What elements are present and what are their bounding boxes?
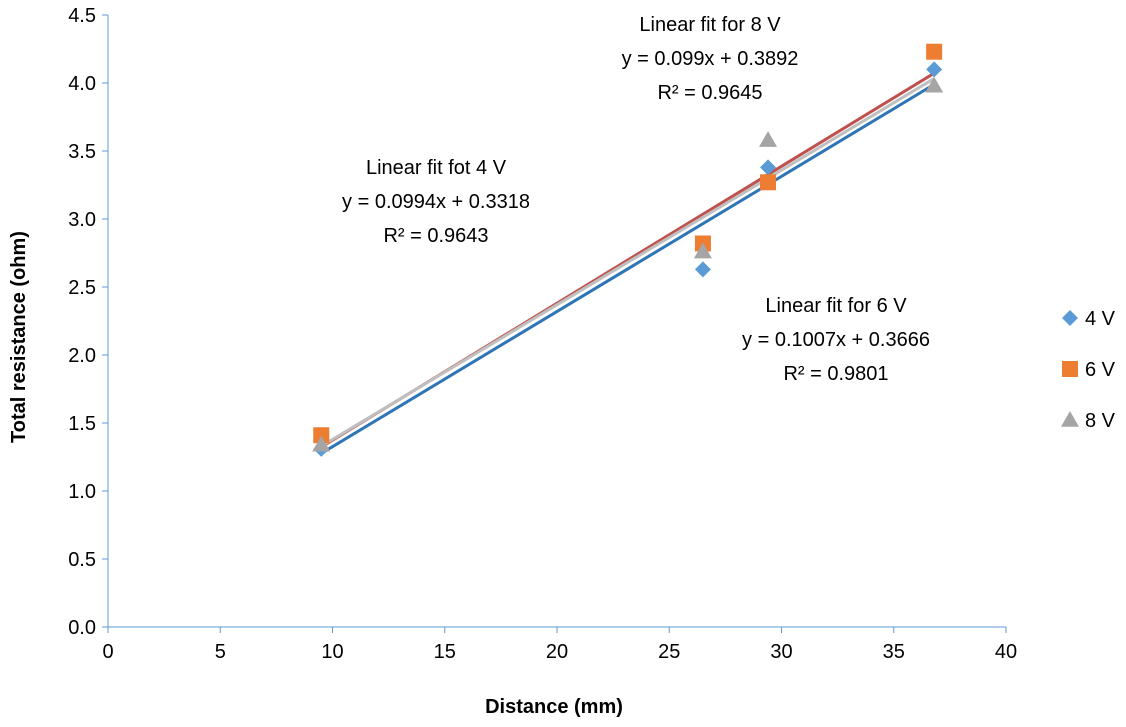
- y-tick-label: 3.5: [68, 141, 96, 163]
- annotations: Linear fit for 8 V y = 0.099x + 0.3892 R² …: [342, 14, 930, 385]
- fit-annotation-4v: Linear fit fot 4 V y = 0.0994x + 0.3318 R²…: [342, 157, 530, 247]
- y-tick-label: 0.5: [68, 549, 96, 571]
- x-tick-label: 25: [658, 641, 680, 663]
- fit-annotation-8v: Linear fit for 8 V y = 0.099x + 0.3892 R² …: [622, 14, 799, 104]
- x-tick-label: 15: [434, 641, 456, 663]
- y-tick-label: 1.5: [68, 413, 96, 435]
- data-point-6v: [313, 427, 330, 444]
- legend-marker-4v: [1062, 310, 1078, 326]
- data-point-8v: [312, 435, 331, 452]
- x-tick-label: 35: [883, 641, 905, 663]
- annotation-line: Linear fit for 6 V: [765, 295, 907, 317]
- trendlines: [320, 71, 935, 455]
- y-tick-label: 2.0: [68, 345, 96, 367]
- annotation-line: y = 0.099x + 0.3892: [622, 48, 799, 70]
- annotation-line: y = 0.0994x + 0.3318: [342, 191, 530, 213]
- annotation-line: R² = 0.9645: [657, 82, 762, 104]
- y-tick-label: 0.0: [68, 617, 96, 639]
- x-tick-label: 40: [995, 641, 1017, 663]
- data-point-8v: [693, 242, 712, 259]
- legend-item-6v: 6 V: [1062, 359, 1116, 381]
- x-tick-label: 5: [215, 641, 226, 663]
- x-tick-label: 30: [770, 641, 792, 663]
- legend-item-4v: 4 V: [1062, 308, 1116, 330]
- data-point-4v: [926, 61, 943, 78]
- annotation-line: y = 0.1007x + 0.3666: [742, 329, 930, 351]
- y-tick-label: 2.5: [68, 277, 96, 299]
- annotation-line: Linear fit for 8 V: [639, 14, 781, 36]
- x-tick-label: 10: [321, 641, 343, 663]
- y-tick-label: 1.0: [68, 481, 96, 503]
- y-tick-label: 3.0: [68, 209, 96, 231]
- data-point-8v: [925, 76, 944, 93]
- legend-marker-8v: [1061, 411, 1079, 427]
- annotation-line: R² = 0.9801: [783, 363, 888, 385]
- x-tick-label: 20: [546, 641, 568, 663]
- trendline-4v: [320, 83, 935, 455]
- data-point-6v: [760, 174, 777, 191]
- legend-marker-6v: [1062, 361, 1078, 377]
- y-tick-label: 4.0: [68, 73, 96, 95]
- data-point-8v: [759, 131, 778, 147]
- y-tick-label: 4.5: [68, 5, 96, 27]
- data-point-4v: [694, 261, 711, 278]
- legend: 4 V 6 V 8 V: [1061, 308, 1116, 432]
- y-axis-title: Total resistance (ohm): [8, 231, 30, 443]
- legend-label: 6 V: [1085, 359, 1116, 381]
- x-axis-title: Distance (mm): [485, 696, 623, 718]
- trendline-8v: [320, 77, 935, 448]
- data-point-4v: [760, 159, 777, 176]
- legend-label: 8 V: [1085, 410, 1116, 432]
- data-points: [312, 43, 944, 457]
- axes: 0 5 10 15 20 25 30 35 40 0.0 0.5 1.0 1.5 2.0 2.5 3.0 3.5…: [68, 5, 1017, 663]
- annotation-line: Linear fit fot 4 V: [366, 157, 507, 179]
- legend-label: 4 V: [1085, 308, 1116, 330]
- legend-item-8v: 8 V: [1061, 410, 1116, 432]
- x-tick-label: 0: [102, 641, 113, 663]
- fit-annotation-6v: Linear fit for 6 V y = 0.1007x + 0.3666 R²…: [742, 295, 930, 385]
- annotation-line: R² = 0.9643: [383, 225, 488, 247]
- data-point-6v: [926, 43, 943, 60]
